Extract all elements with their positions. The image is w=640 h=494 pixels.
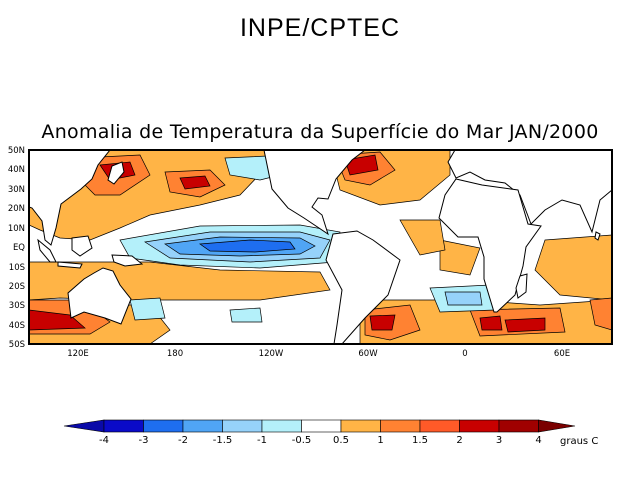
lon-label: 180 [167,349,183,359]
colorbar-tick-label: 0.5 [333,435,349,446]
colorbar-tick-label: -0.5 [292,435,312,446]
colorbar-tick-labels: -4 -3 -2 -1.5 -1 -0.5 0.5 1 1.5 2 3 4 [99,435,542,446]
colorbar-swatch [103,419,144,433]
borneo [71,235,93,257]
asia-east [29,150,111,246]
lat-axis: 50N 40N 30N 20N 10N EQ 10S 20S 30S 40S 5… [8,146,25,350]
colorbar-tick-label: -4 [99,435,109,446]
lat-label: 10S [9,263,25,273]
colorbar-swatch [222,419,263,433]
colorbar-swatch [498,419,539,433]
lon-label: 120E [67,349,89,359]
lon-label: 60W [358,349,378,359]
warm-anomaly-strong [29,154,546,333]
south-america [325,230,401,344]
map-frame [28,149,613,345]
lon-label: 0 [462,349,467,359]
colorbar-arrow-low [63,419,105,433]
madagascar [515,273,528,299]
colorbar-swatch [459,419,500,433]
colorbar-tick-label: 1.5 [412,435,428,446]
lon-label: 120W [259,349,284,359]
lat-label: 20N [8,204,25,214]
colorbar-tick-label: -3 [139,435,149,446]
sumatra [37,238,57,263]
colorbar-swatch [340,419,381,433]
colorbar-tick-label: 1 [377,435,383,446]
colorbar-tick-label: 2 [456,435,462,446]
colorbar-swatch [261,419,302,433]
colorbar-tick-label: -1 [257,435,267,446]
eurasia-africa-north [447,150,612,234]
lat-label: 50N [8,146,25,156]
colorbar-arrow-high [538,419,576,433]
colorbar-swatch [301,419,342,433]
map-field [29,150,612,344]
colorbar-tick-label: -1.5 [213,435,233,446]
colorbar-tick-label: -2 [178,435,188,446]
colorbar-swatch [419,419,460,433]
lat-label: 30S [9,301,25,311]
africa [438,178,542,313]
lat-label: 10N [8,224,25,234]
cold-anomaly-very-strong [199,239,296,253]
lat-label: 30N [8,185,25,195]
legend-unit: graus C [560,436,598,447]
japan [107,161,125,185]
continents [29,150,612,344]
new-guinea [111,254,144,267]
lat-label: 40S [9,321,25,331]
colorbar-swatch [143,419,184,433]
sri-lanka [594,231,601,241]
lat-label: EQ [13,243,25,253]
java [57,261,83,269]
australia [67,267,132,325]
colorbar-tick-label: 3 [496,435,502,446]
colorbar-tick-label: 4 [535,435,541,446]
colorbar-legend [63,419,576,433]
north-america [263,150,366,236]
lon-axis: 120E 180 120W 60W 0 60E [67,349,570,359]
colorbar-swatch [182,419,223,433]
lat-label: 40N [8,165,25,175]
page-title: INPE/CPTEC [239,14,401,42]
lat-label: 50S [9,340,25,350]
lat-label: 20S [9,282,25,292]
map-title: Anomalia de Temperatura da Superfície do… [41,121,599,143]
lon-label: 60E [554,349,570,359]
colorbar-swatch [380,419,421,433]
